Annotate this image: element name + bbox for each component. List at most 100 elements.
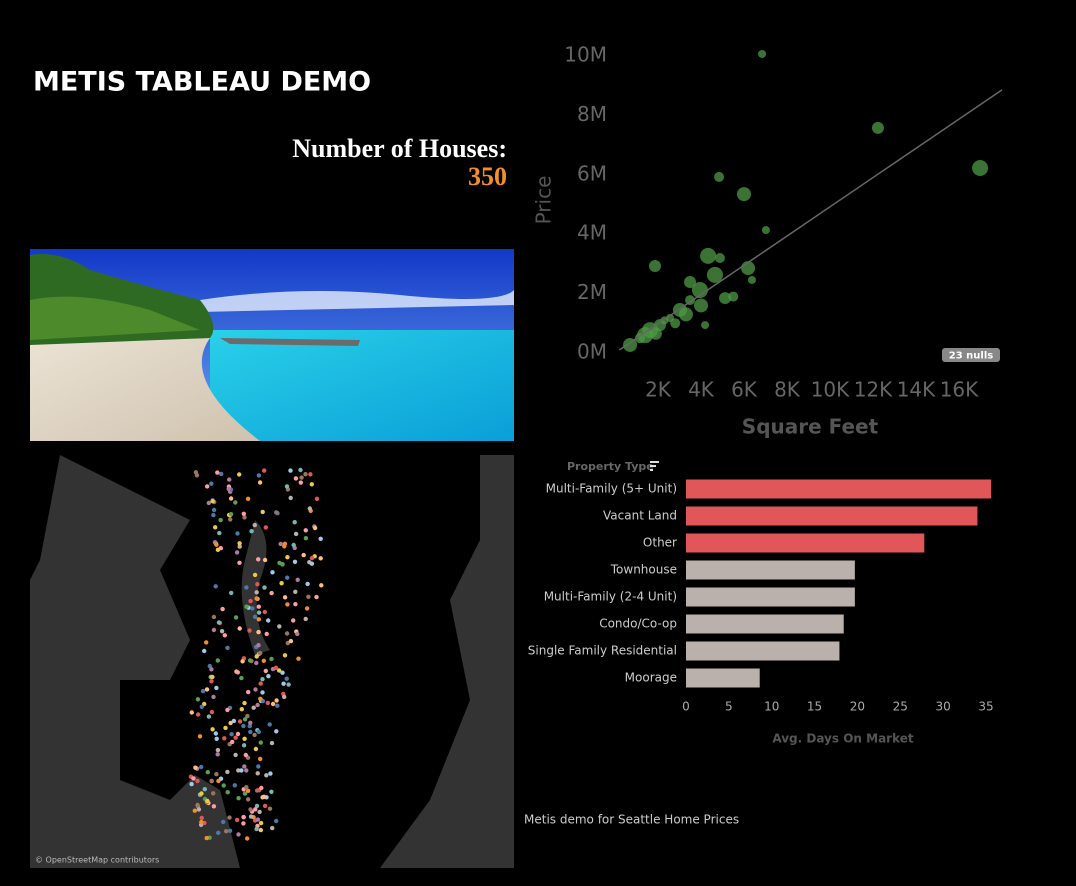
map-dot [260, 690, 265, 695]
map-dot [216, 620, 222, 625]
sort-icon [650, 461, 659, 463]
x-tick-label: 25 [893, 700, 908, 714]
map-dot [291, 618, 296, 623]
x-tick-label: 35 [978, 700, 993, 714]
map-dot [218, 517, 223, 523]
map-dot [285, 602, 290, 607]
map-dot [222, 736, 227, 741]
map-dot [258, 756, 263, 762]
bar [686, 587, 855, 607]
map-dot [254, 654, 259, 659]
map-dot [242, 736, 247, 741]
map-dot [211, 507, 217, 513]
map-dot [262, 557, 268, 563]
y-tick-label: 6M [577, 161, 607, 185]
map-dot [199, 764, 204, 770]
point [691, 282, 708, 299]
map-dot [233, 735, 238, 740]
map-dot [298, 480, 303, 485]
map-dot [258, 740, 263, 745]
map-dot [254, 590, 259, 595]
map-dot [314, 496, 320, 501]
category-label: Multi-Family (2-4 Unit) [544, 590, 677, 604]
map-dot [256, 643, 261, 648]
map-dot [265, 700, 270, 706]
map-dot [293, 589, 298, 594]
map-dot [242, 764, 247, 769]
map-dot [262, 468, 267, 473]
map-dot [251, 705, 256, 710]
map-dot [305, 581, 310, 587]
map-dot [216, 830, 221, 835]
map-dot [213, 731, 218, 736]
map-dot [189, 781, 194, 787]
map-dot [230, 739, 235, 745]
map-dot [213, 584, 218, 589]
map-dot [306, 594, 311, 599]
map-dot [267, 722, 272, 727]
point [758, 49, 767, 58]
map-dot [253, 687, 258, 692]
bar [686, 560, 855, 580]
map-dot [256, 610, 262, 615]
map-dot [214, 685, 219, 691]
map-dot [243, 752, 248, 758]
map-dot [239, 768, 244, 773]
map-dot [221, 819, 226, 825]
map-dot [242, 717, 248, 722]
point [871, 121, 884, 134]
map-dot [193, 765, 198, 770]
kpi-value: 350 [468, 162, 507, 191]
map-dot [319, 583, 324, 588]
map-dot [286, 682, 291, 687]
map-dot [256, 557, 261, 562]
map-dot [256, 604, 261, 609]
map-dot [241, 723, 246, 729]
map-dot [275, 703, 280, 708]
map-dot [206, 500, 211, 506]
map-dot [209, 481, 214, 486]
map-dot [217, 530, 222, 536]
map-dot [204, 835, 209, 841]
map-dot [241, 511, 246, 516]
map-dot [262, 585, 267, 590]
map-dot [269, 789, 274, 794]
map-dot [257, 480, 263, 485]
map-dot [228, 517, 233, 522]
map-dot [267, 806, 273, 811]
map-dot [232, 783, 237, 788]
map-dot [192, 808, 197, 813]
x-tick-label: 15 [807, 700, 822, 714]
x-tick-label: 12K [854, 378, 893, 402]
map-dot [282, 544, 287, 549]
bar [686, 479, 992, 499]
map-dot [244, 604, 249, 609]
point [761, 226, 770, 235]
map-dot [233, 615, 239, 620]
map-dot [248, 720, 253, 725]
map-dot [256, 473, 262, 478]
map-dot [318, 536, 323, 541]
map-dot [242, 700, 247, 706]
map-dot [285, 555, 290, 560]
map-dot [288, 468, 293, 473]
point [623, 337, 638, 352]
map-dot [254, 596, 259, 601]
map-dot [214, 736, 219, 741]
house-dots [188, 467, 324, 841]
map-dot [279, 581, 284, 586]
map-dot [252, 522, 257, 528]
map-dot [199, 819, 204, 825]
map-dot [309, 482, 314, 487]
point [700, 247, 717, 264]
map-dot [314, 594, 319, 600]
map-dot [236, 768, 241, 773]
category-label: Vacant Land [603, 509, 677, 523]
map-dot [264, 631, 269, 637]
map-dot [215, 747, 221, 753]
map-dot [274, 818, 279, 824]
map-dot [292, 520, 297, 525]
footer-caption: Metis demo for Seattle Home Prices [524, 813, 739, 827]
map-dot [288, 638, 294, 644]
